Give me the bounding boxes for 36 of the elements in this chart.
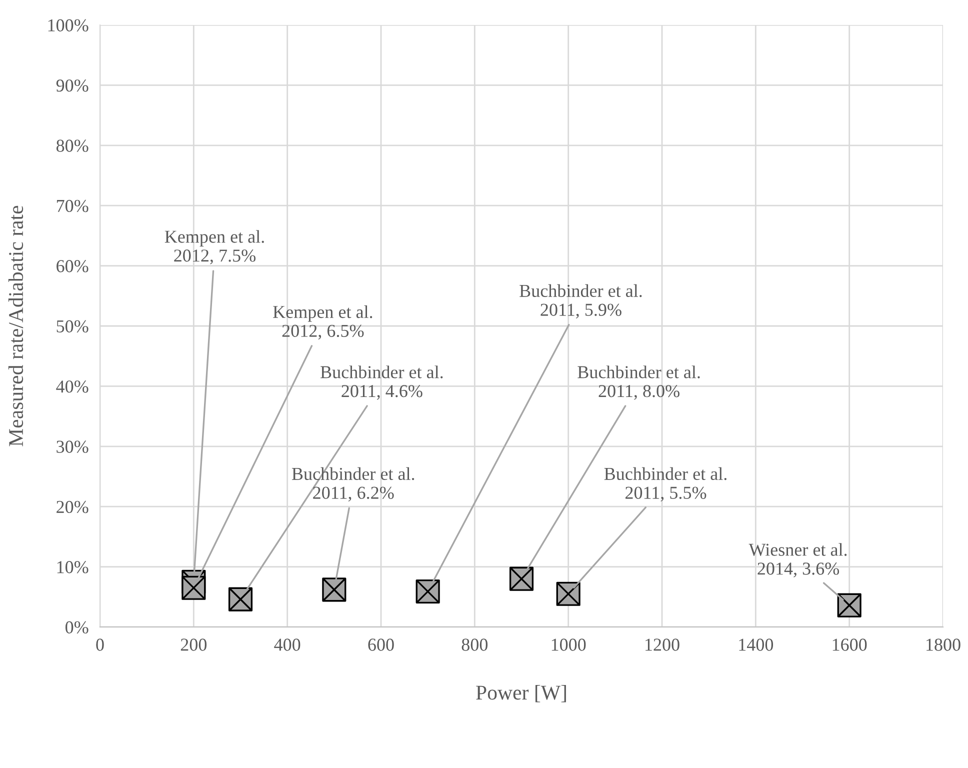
- x-tick-label: 400: [274, 638, 300, 651]
- y-tick-label: 60%: [56, 260, 88, 272]
- point: [182, 576, 206, 600]
- point: [322, 578, 346, 602]
- x-tick-label: 200: [180, 638, 207, 651]
- point: [509, 566, 534, 591]
- y-tick-label: 40%: [56, 380, 88, 393]
- annotation: Kempen et al. 2012, 6.5%: [273, 305, 372, 340]
- y-tick-label: 30%: [56, 440, 88, 453]
- x-tick-label: 800: [462, 638, 488, 651]
- y-tick-label: 20%: [56, 500, 88, 514]
- y-tick-label: 70%: [56, 200, 88, 212]
- annotation: Buchbinder et al. 2011, 4.6%: [320, 366, 443, 400]
- x-axis-title: Power [W]: [476, 685, 566, 702]
- point: [228, 587, 253, 612]
- annotation: Buchbinder et al. 2011, 6.2%: [292, 467, 414, 502]
- y-axis-title: Measured rate/Adiabatic rate: [8, 206, 24, 446]
- annotation: Wiesner et al. 2014, 3.6%: [748, 543, 847, 578]
- annotation: Buchbinder et al. 2011, 5.5%: [604, 467, 726, 502]
- x-tick-label: 1800: [926, 638, 960, 651]
- y-tick-label: 0%: [66, 621, 88, 634]
- x-tick-label: 1000: [552, 638, 586, 651]
- y-tick-label: 100%: [48, 19, 88, 32]
- y-tick-label: 10%: [57, 561, 88, 574]
- annotation: Buchbinder et al. 2011, 5.9%: [520, 284, 642, 318]
- x-tick-label: 1200: [646, 638, 680, 651]
- annotation: Buchbinder et al. 2011, 8.0%: [578, 366, 700, 400]
- y-tick-label: 50%: [56, 320, 88, 332]
- y-tick-label: 90%: [56, 79, 88, 92]
- x-tick-label: 0: [96, 638, 104, 651]
- point: [416, 579, 440, 604]
- annotation: Kempen et al. 2012, 7.5%: [164, 230, 264, 264]
- x-tick-label: 600: [368, 638, 394, 651]
- y-tick-label: 80%: [56, 140, 88, 152]
- x-tick-label: 1600: [832, 638, 867, 651]
- x-tick-label: 1400: [739, 638, 774, 651]
